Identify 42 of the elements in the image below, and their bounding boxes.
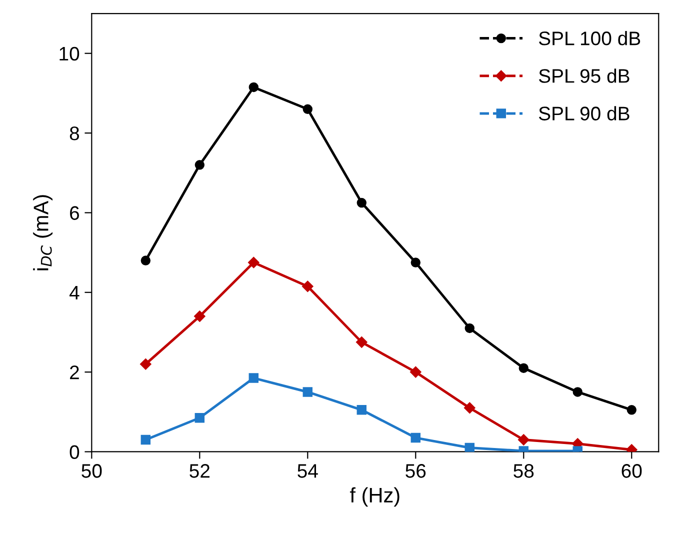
legend-label: SPL 100 dB [538,31,640,46]
x-tick-label: 50 [82,464,102,478]
point [140,256,151,266]
point [356,405,367,415]
y-tick-label: 8 [70,126,80,140]
point [518,434,530,446]
x-tick-label: 54 [298,464,318,478]
point [302,104,313,114]
point [356,336,368,348]
x-tick-label: 52 [190,464,210,478]
point [464,402,476,414]
point [248,373,259,383]
point [302,280,314,292]
point [140,434,151,445]
y-tick-label: 4 [69,286,80,300]
point [248,82,259,92]
point [572,387,582,397]
y-tick-label: 10 [60,46,80,61]
point [248,256,260,268]
point [518,363,528,373]
point [410,366,422,378]
x-tick-label: 56 [406,464,426,478]
legend-label: SPL 95 dB [538,68,630,83]
y-tick-label: 0 [70,445,80,459]
x-tick-label: 60 [622,464,642,478]
y-axis-title: i$_{DC}$ (mA) [33,195,53,270]
point [194,413,205,423]
x-tick-label: 58 [514,464,534,478]
y-tick-label: 2 [70,366,79,380]
point [302,387,313,397]
y-tick-label: 6 [70,206,80,220]
legend-label: SPL 90 dB [538,106,630,120]
point [194,310,206,322]
point [626,405,636,415]
x-axis-title: f (Hz) [350,487,400,507]
point [464,323,475,334]
point [464,442,475,452]
point [410,432,421,443]
point [356,198,367,208]
point [140,358,152,370]
point [194,160,205,170]
point [410,258,421,268]
